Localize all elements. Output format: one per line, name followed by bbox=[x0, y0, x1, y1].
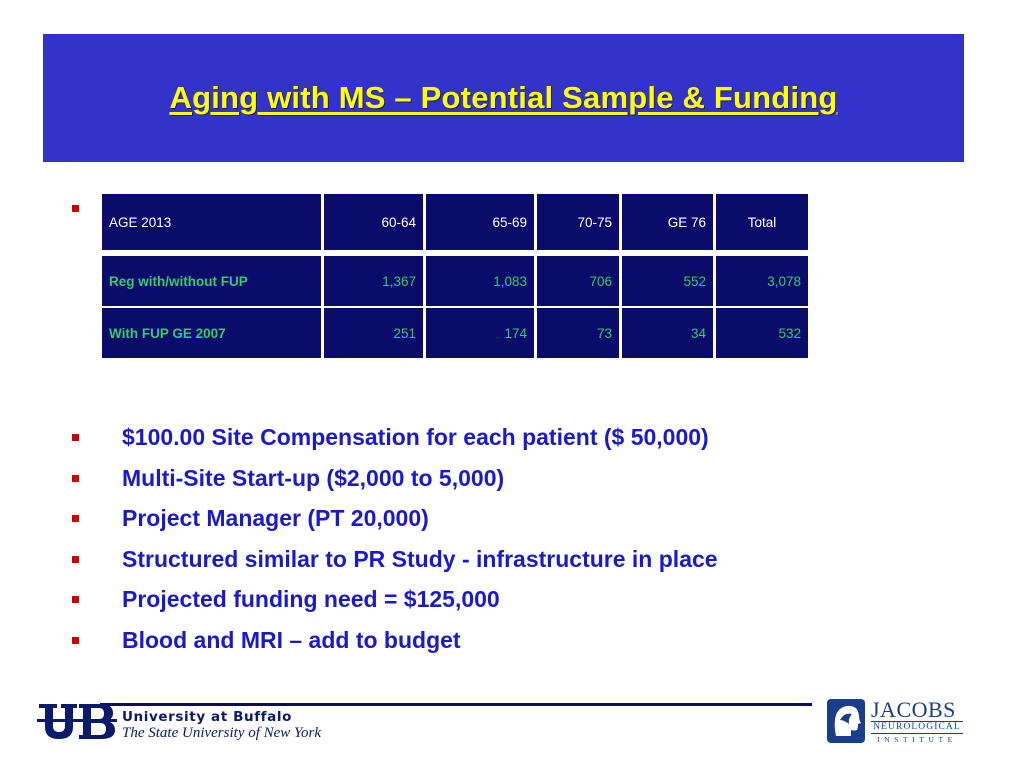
ub-name: University at Buffalo bbox=[122, 709, 292, 725]
table-cell: 532 bbox=[716, 306, 808, 358]
table-bullet-marker bbox=[72, 205, 79, 212]
table-cell: 3,078 bbox=[716, 254, 808, 306]
header-ge-76: GE 76 bbox=[622, 194, 716, 250]
bullet-text: Multi-Site Start-up ($2,000 to 5,000) bbox=[122, 464, 505, 491]
sample-table: AGE 2013 60-64 65-69 70-75 GE 76 Total R… bbox=[102, 194, 808, 358]
bullet-marker bbox=[72, 515, 79, 522]
bullet-text: $100.00 Site Compensation for each patie… bbox=[122, 424, 709, 450]
table-cell: 34 bbox=[622, 306, 716, 358]
list-item: Structured similar to PR Study - infrast… bbox=[72, 539, 718, 580]
title-band: Aging with MS – Potential Sample & Fundi… bbox=[43, 34, 964, 162]
bullet-marker bbox=[72, 555, 79, 563]
list-item: $100.00 Site Compensation for each patie… bbox=[72, 417, 718, 458]
footer-divider bbox=[100, 703, 812, 706]
table-cell: 706 bbox=[537, 254, 622, 306]
header-60-64: 60-64 bbox=[324, 194, 426, 250]
bullet-marker bbox=[72, 434, 79, 441]
bullet-text: Structured similar to PR Study - infrast… bbox=[122, 545, 718, 572]
ub-logo-icon bbox=[37, 704, 117, 739]
list-item: Blood and MRI – add to budget bbox=[72, 620, 718, 661]
list-item: Projected funding need = $125,000 bbox=[72, 579, 718, 620]
header-70-75: 70-75 bbox=[537, 194, 622, 250]
jacobs-wordmark: JACOBS bbox=[871, 697, 956, 722]
table-cell: 1,083 bbox=[426, 254, 537, 306]
table-cell: 251 bbox=[324, 306, 426, 358]
table-row: Reg with/without FUP 1,367 1,083 706 552… bbox=[102, 254, 808, 306]
bullet-text: Blood and MRI – add to budget bbox=[122, 626, 461, 653]
bullet-text: Project Manager (PT 20,000) bbox=[122, 505, 429, 531]
table-cell: 73 bbox=[537, 306, 622, 358]
list-item: Multi-Site Start-up ($2,000 to 5,000) bbox=[72, 458, 718, 499]
row-label: Reg with/without FUP bbox=[102, 254, 324, 306]
jacobs-institute: INSTITUTE bbox=[877, 735, 957, 744]
jacobs-head-icon bbox=[827, 699, 865, 743]
jacobs-neurological: NEUROLOGICAL bbox=[871, 721, 963, 734]
table-cell: 552 bbox=[622, 254, 716, 306]
slide-title: Aging with MS – Potential Sample & Fundi… bbox=[169, 80, 838, 115]
row-label: With FUP GE 2007 bbox=[102, 306, 324, 358]
header-total: Total bbox=[716, 194, 808, 250]
table-row: With FUP GE 2007 251 174 73 34 532 bbox=[102, 306, 808, 358]
table-cell: 1,367 bbox=[324, 254, 426, 306]
ub-subtitle: The State University of New York bbox=[122, 725, 322, 741]
table-cell: 174 bbox=[426, 306, 537, 358]
bullet-text: Projected funding need = $125,000 bbox=[122, 586, 500, 612]
header-age: AGE 2013 bbox=[102, 194, 324, 250]
table-header-row: AGE 2013 60-64 65-69 70-75 GE 76 Total bbox=[102, 194, 808, 250]
bullet-marker bbox=[72, 636, 79, 644]
bullet-marker bbox=[72, 474, 79, 482]
list-item: Project Manager (PT 20,000) bbox=[72, 498, 718, 539]
bullet-marker bbox=[72, 596, 79, 603]
bullet-list: $100.00 Site Compensation for each patie… bbox=[72, 417, 718, 660]
header-65-69: 65-69 bbox=[426, 194, 537, 250]
